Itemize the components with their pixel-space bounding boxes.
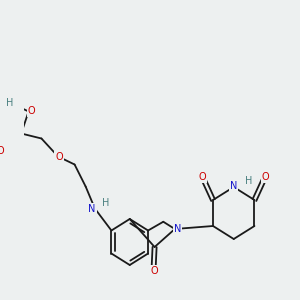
Text: N: N bbox=[230, 181, 237, 191]
Text: N: N bbox=[88, 203, 96, 214]
Text: N: N bbox=[174, 224, 181, 234]
Text: O: O bbox=[262, 172, 269, 182]
Text: H: H bbox=[7, 98, 14, 109]
Text: O: O bbox=[151, 266, 158, 276]
Text: H: H bbox=[245, 176, 252, 186]
Text: O: O bbox=[198, 172, 206, 182]
Text: O: O bbox=[55, 152, 63, 161]
Text: H: H bbox=[102, 197, 110, 208]
Text: O: O bbox=[28, 106, 35, 116]
Text: O: O bbox=[0, 146, 4, 157]
